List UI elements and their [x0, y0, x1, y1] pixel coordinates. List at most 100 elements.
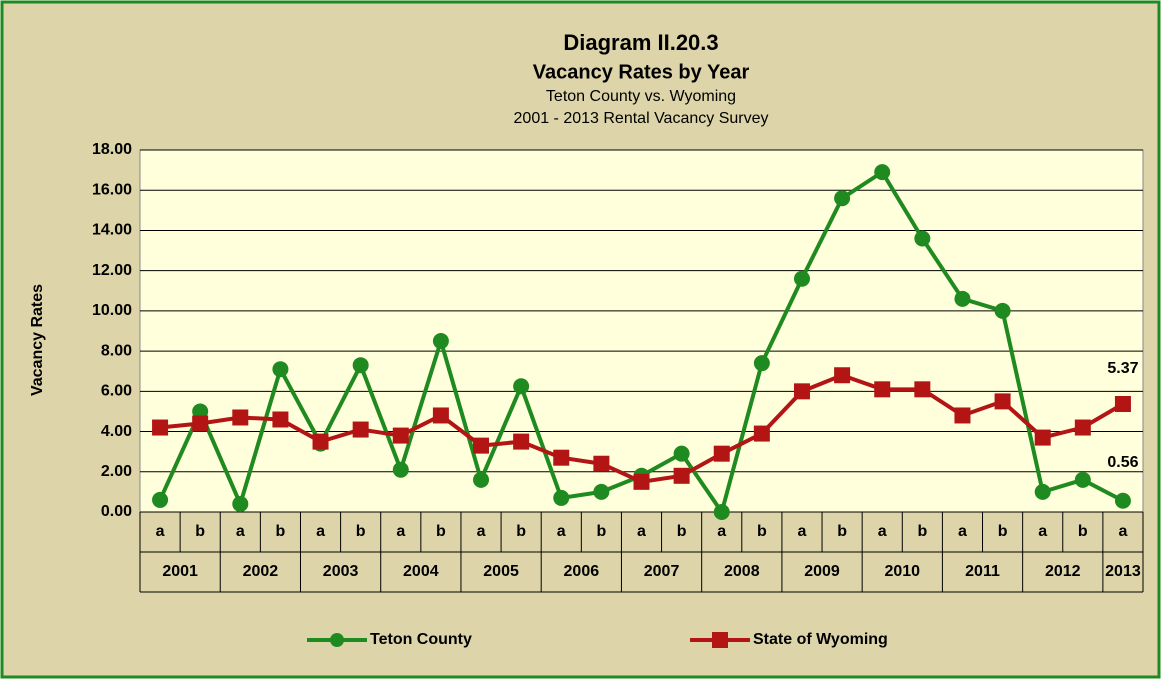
- marker: [673, 445, 690, 462]
- y-axis-label: Vacancy Rates: [29, 284, 46, 396]
- marker: [914, 230, 931, 247]
- legend-label: State of Wyoming: [753, 631, 888, 648]
- marker: [1114, 492, 1131, 509]
- marker: [272, 411, 289, 428]
- marker: [432, 407, 449, 424]
- marker: [874, 381, 891, 398]
- x-group-label: 2002: [243, 563, 279, 580]
- marker: [152, 491, 169, 508]
- marker: [1114, 396, 1131, 413]
- marker: [834, 367, 851, 384]
- x-group-label: 2004: [403, 563, 439, 580]
- marker: [994, 302, 1011, 319]
- x-tick-label: b: [917, 523, 927, 540]
- y-tick-label: 8.00: [101, 342, 132, 359]
- legend-marker: [712, 632, 728, 648]
- marker: [753, 425, 770, 442]
- x-tick-label: b: [276, 523, 286, 540]
- y-tick-label: 0.00: [101, 503, 132, 520]
- x-tick-label: a: [1038, 523, 1047, 540]
- plot-area: [139, 149, 1144, 513]
- x-tick-label: a: [156, 523, 165, 540]
- y-tick-label: 12.00: [92, 262, 132, 279]
- y-tick-label: 14.00: [92, 222, 132, 239]
- x-tick-label: b: [356, 523, 366, 540]
- marker: [1074, 419, 1091, 436]
- marker: [1034, 429, 1051, 446]
- x-tick-label: b: [998, 523, 1008, 540]
- x-tick-label: b: [436, 523, 446, 540]
- marker: [392, 461, 409, 478]
- x-group-label: 2003: [323, 563, 359, 580]
- x-tick-label: a: [958, 523, 967, 540]
- x-tick-label: a: [717, 523, 726, 540]
- marker: [954, 290, 971, 307]
- marker: [914, 381, 931, 398]
- marker: [553, 489, 570, 506]
- marker: [513, 433, 530, 450]
- x-tick-label: b: [596, 523, 606, 540]
- legend-label: Teton County: [370, 631, 472, 648]
- x-tick-label: b: [195, 523, 205, 540]
- x-group-label: 2009: [804, 563, 840, 580]
- marker: [834, 190, 851, 207]
- y-tick-label: 10.00: [92, 302, 132, 319]
- x-tick-label: a: [396, 523, 405, 540]
- x-group-label: 2001: [162, 563, 198, 580]
- marker: [673, 467, 690, 484]
- x-tick-label: b: [516, 523, 526, 540]
- marker: [713, 504, 730, 520]
- y-tick-label: 2.00: [101, 463, 132, 480]
- marker: [553, 449, 570, 466]
- x-group-label: 2008: [724, 563, 760, 580]
- marker: [753, 355, 770, 372]
- marker: [954, 407, 971, 424]
- marker: [152, 419, 169, 436]
- marker: [473, 437, 490, 454]
- data-label: 5.37: [1107, 360, 1138, 377]
- marker: [352, 357, 369, 374]
- marker: [312, 433, 329, 450]
- chart-subtitle-line: Teton County vs. Wyoming: [546, 88, 736, 105]
- y-tick-label: 6.00: [101, 383, 132, 400]
- marker: [352, 421, 369, 438]
- marker: [232, 495, 249, 512]
- x-group-label: 2012: [1045, 563, 1081, 580]
- marker: [513, 378, 530, 395]
- marker: [593, 483, 610, 500]
- marker: [232, 409, 249, 426]
- marker: [1034, 483, 1051, 500]
- chart-title: Diagram II.20.3: [563, 30, 718, 55]
- chart-subtitle: Vacancy Rates by Year: [533, 61, 750, 83]
- marker: [432, 333, 449, 350]
- x-tick-label: b: [1078, 523, 1088, 540]
- x-tick-label: a: [878, 523, 887, 540]
- marker: [793, 383, 810, 400]
- marker: [473, 471, 490, 488]
- x-group-label: 2011: [965, 563, 1000, 580]
- x-tick-label: a: [1118, 523, 1127, 540]
- x-tick-label: a: [798, 523, 807, 540]
- x-group-label: 2010: [884, 563, 920, 580]
- marker: [633, 473, 650, 490]
- chart-subtitle-line: 2001 - 2013 Rental Vacancy Survey: [514, 110, 769, 127]
- x-tick-label: a: [477, 523, 486, 540]
- data-label: 0.56: [1107, 454, 1138, 471]
- x-group-label: 2005: [483, 563, 519, 580]
- x-tick-label: a: [316, 523, 325, 540]
- y-tick-label: 16.00: [92, 181, 132, 198]
- marker: [793, 270, 810, 287]
- marker: [192, 415, 209, 432]
- marker: [192, 403, 209, 420]
- marker: [874, 164, 891, 181]
- x-group-label: 2013: [1105, 563, 1141, 580]
- x-tick-label: a: [637, 523, 646, 540]
- x-tick-label: b: [837, 523, 847, 540]
- marker: [272, 361, 289, 378]
- marker: [713, 445, 730, 462]
- x-group-label: 2007: [644, 563, 680, 580]
- marker: [1074, 471, 1091, 488]
- legend-marker: [330, 633, 344, 647]
